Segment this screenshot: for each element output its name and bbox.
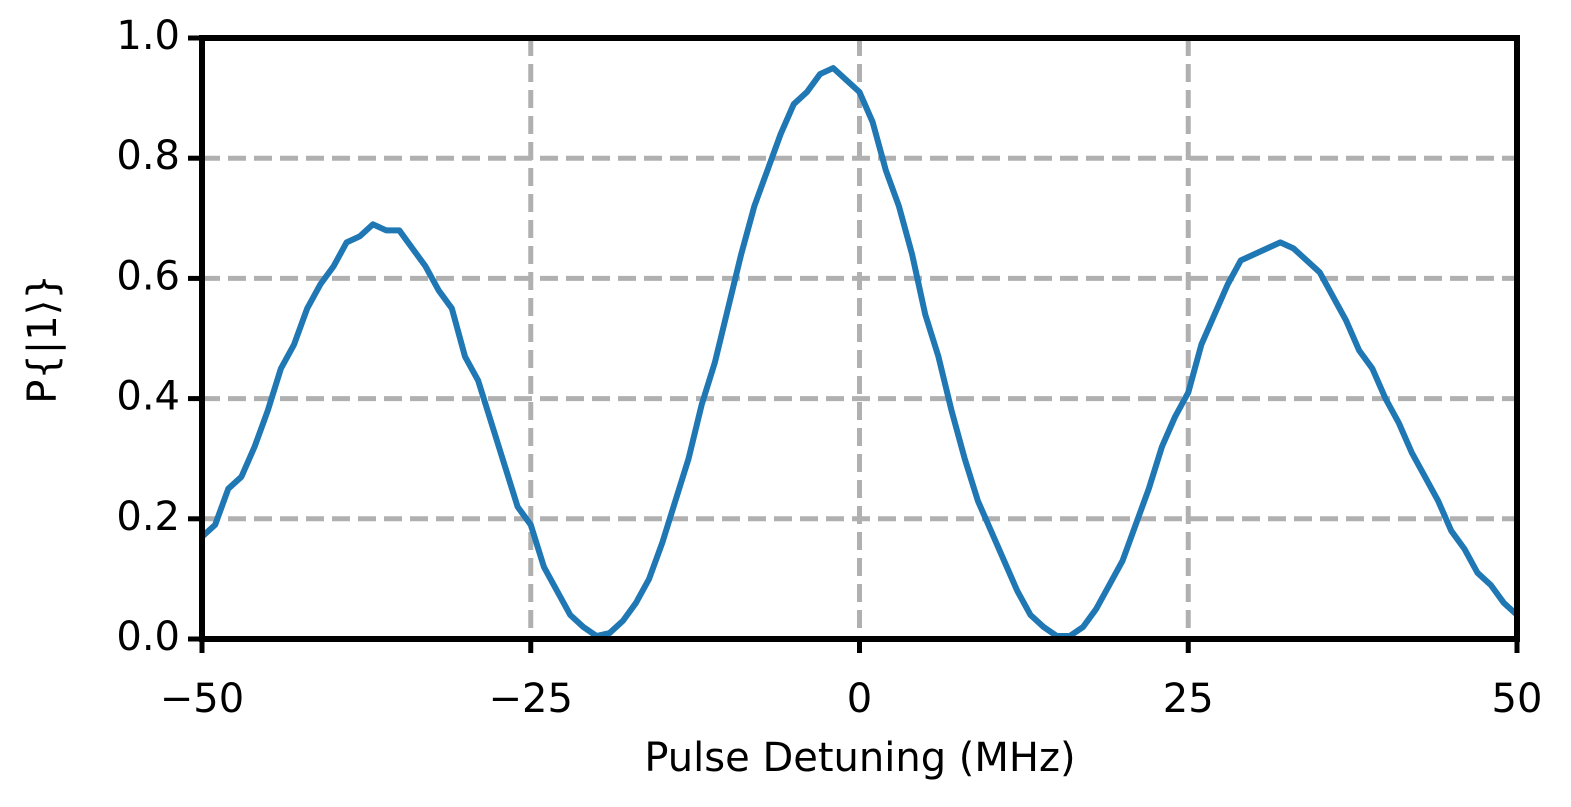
x-tick-label: 0: [847, 676, 872, 722]
y-tick-label: 0.0: [116, 614, 180, 660]
x-axis-label: Pulse Detuning (MHz): [644, 735, 1075, 781]
y-tick-label: 1.0: [116, 13, 180, 59]
y-tick-label: 0.4: [116, 374, 180, 420]
x-tick-label: −50: [160, 676, 244, 722]
y-axis-label: P{|1⟩}: [20, 274, 66, 404]
data-line: [199, 65, 1520, 639]
y-tick-label: 0.2: [116, 494, 180, 540]
plot-frame: [199, 35, 1520, 642]
y-tick-label: 0.8: [116, 133, 180, 179]
x-tick-label: 50: [1492, 676, 1543, 722]
x-tick-label: 25: [1163, 676, 1214, 722]
y-tick-label: 0.6: [116, 253, 180, 299]
x-tick-label: −25: [489, 676, 573, 722]
